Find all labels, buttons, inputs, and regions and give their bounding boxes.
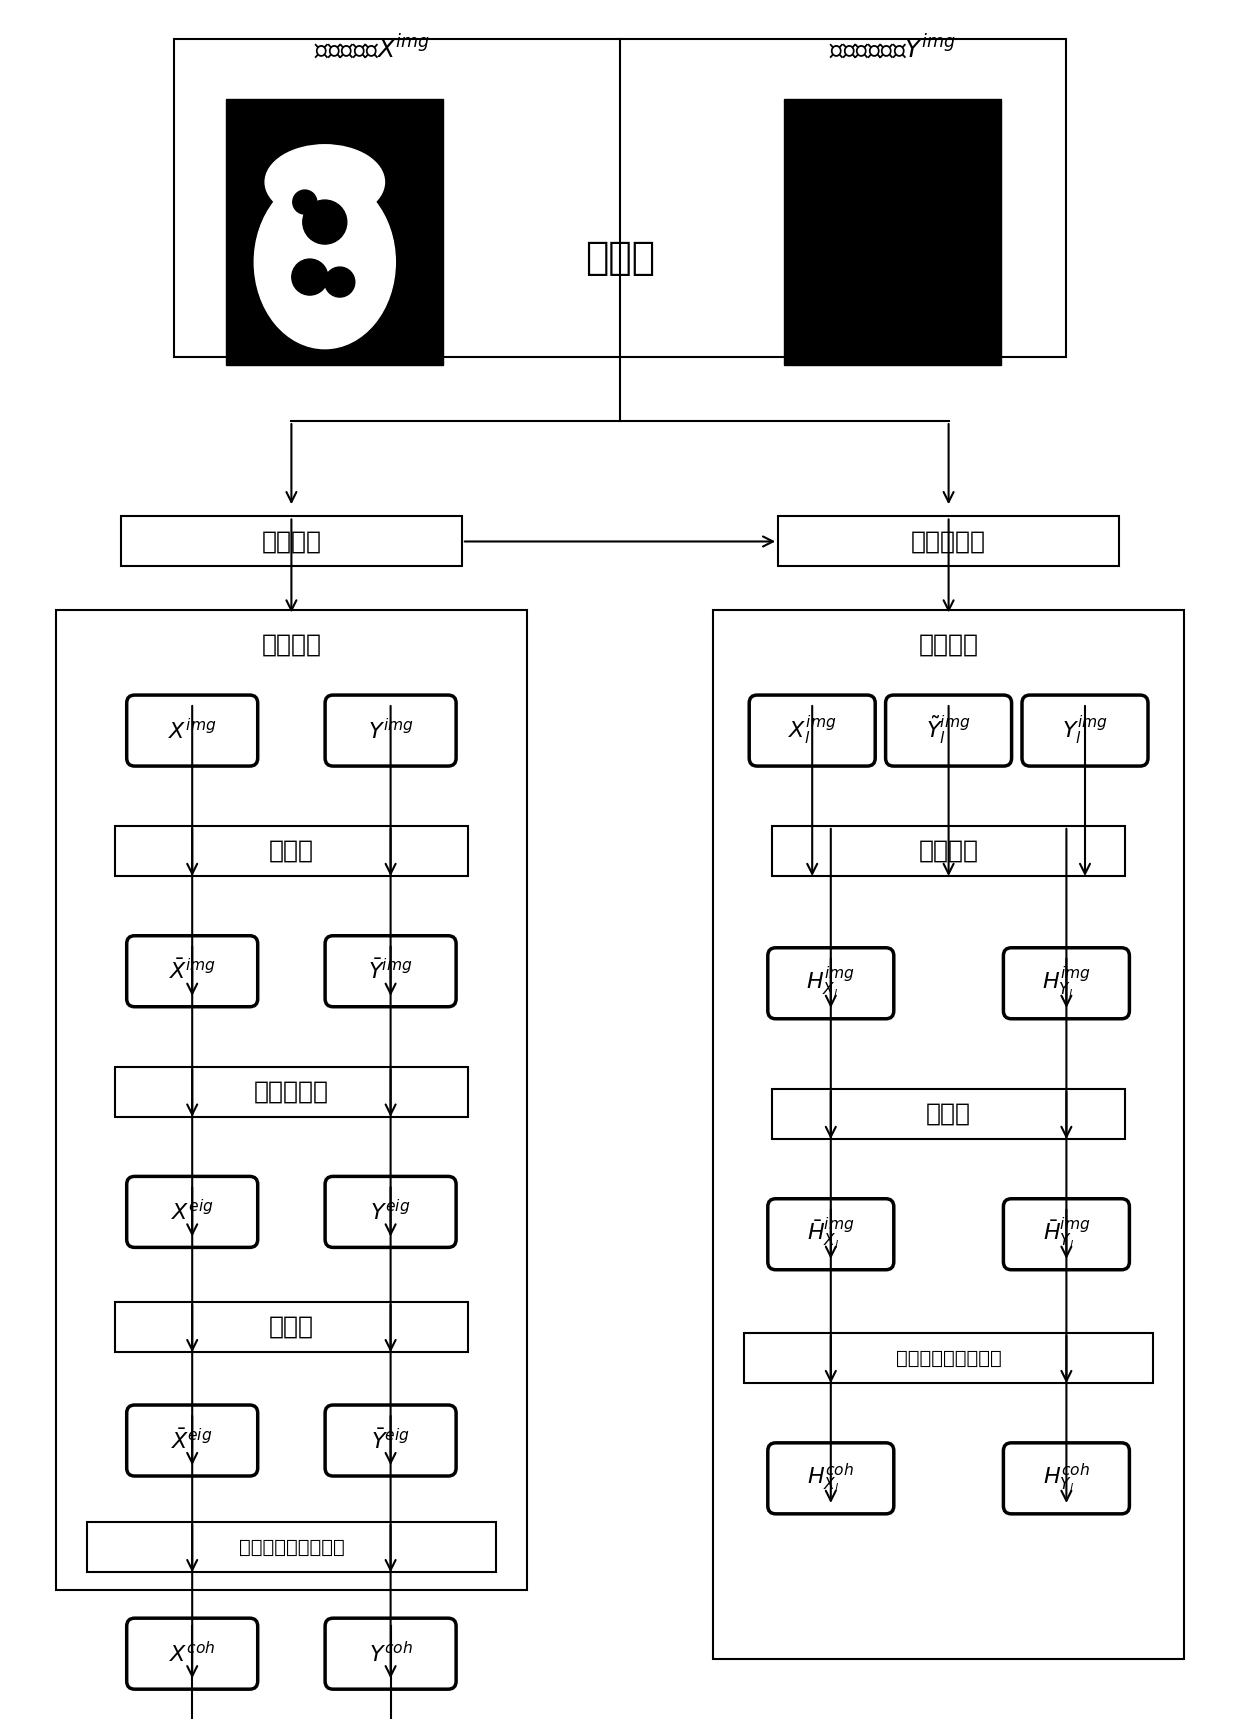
- Text: $H_{X_l}^{img}$: $H_{X_l}^{img}$: [806, 966, 856, 1000]
- Text: $\bar{Y}^{img}$: $\bar{Y}^{img}$: [368, 959, 413, 983]
- FancyBboxPatch shape: [126, 935, 258, 1007]
- FancyBboxPatch shape: [114, 1066, 467, 1117]
- FancyBboxPatch shape: [771, 825, 1126, 877]
- FancyBboxPatch shape: [1003, 1442, 1130, 1514]
- Circle shape: [291, 260, 327, 296]
- FancyBboxPatch shape: [768, 1198, 894, 1270]
- Text: 中心化: 中心化: [269, 839, 314, 863]
- Text: $X_l^{img}$: $X_l^{img}$: [787, 713, 837, 748]
- Text: $Y_l^{img}$: $Y_l^{img}$: [1063, 713, 1107, 748]
- FancyBboxPatch shape: [56, 610, 527, 1590]
- FancyBboxPatch shape: [114, 825, 467, 877]
- FancyBboxPatch shape: [226, 98, 444, 366]
- FancyBboxPatch shape: [325, 1618, 456, 1690]
- FancyBboxPatch shape: [126, 1618, 258, 1690]
- FancyBboxPatch shape: [174, 40, 1066, 358]
- Text: 核稀疏典型相关分析: 核稀疏典型相关分析: [238, 1537, 345, 1557]
- FancyBboxPatch shape: [713, 610, 1184, 1659]
- FancyBboxPatch shape: [784, 98, 1002, 366]
- Text: 数据集: 数据集: [585, 239, 655, 277]
- FancyBboxPatch shape: [87, 1521, 496, 1573]
- FancyBboxPatch shape: [120, 516, 461, 567]
- Text: 中心化: 中心化: [269, 1315, 314, 1339]
- Text: 可见光谱数据$Y^{img}$: 可见光谱数据$Y^{img}$: [830, 34, 956, 62]
- Text: $X^{img}$: $X^{img}$: [167, 719, 217, 743]
- Text: $H_{Y_l}^{img}$: $H_{Y_l}^{img}$: [1042, 966, 1091, 1000]
- Ellipse shape: [265, 144, 384, 220]
- Text: $\bar{H}_{Y_l}^{img}$: $\bar{H}_{Y_l}^{img}$: [1043, 1217, 1090, 1251]
- Text: $\bar{X}^{eig}$: $\bar{X}^{eig}$: [171, 1428, 213, 1453]
- Text: 全局图像: 全局图像: [262, 529, 321, 554]
- Text: 全局重建: 全局重建: [262, 633, 321, 657]
- FancyBboxPatch shape: [1003, 1198, 1130, 1270]
- Text: $\bar{Y}^{eig}$: $\bar{Y}^{eig}$: [371, 1428, 410, 1453]
- Text: $H_{X_l}^{coh}$: $H_{X_l}^{coh}$: [807, 1461, 854, 1496]
- FancyBboxPatch shape: [779, 516, 1118, 567]
- FancyBboxPatch shape: [126, 694, 258, 767]
- FancyBboxPatch shape: [325, 1404, 456, 1477]
- FancyBboxPatch shape: [885, 694, 1012, 767]
- Text: 热光谱数据$X^{img}$: 热光谱数据$X^{img}$: [314, 34, 430, 62]
- Circle shape: [325, 266, 355, 297]
- Text: $\bar{H}_{X_l}^{img}$: $\bar{H}_{X_l}^{img}$: [807, 1217, 854, 1251]
- FancyBboxPatch shape: [126, 1176, 258, 1248]
- Text: $Y^{eig}$: $Y^{eig}$: [371, 1200, 410, 1224]
- FancyBboxPatch shape: [1022, 694, 1148, 767]
- Circle shape: [303, 199, 347, 244]
- FancyBboxPatch shape: [768, 947, 894, 1019]
- Text: $Y^{img}$: $Y^{img}$: [368, 719, 413, 743]
- Circle shape: [293, 191, 316, 215]
- FancyBboxPatch shape: [114, 1301, 467, 1353]
- Text: 计算残差: 计算残差: [919, 839, 978, 863]
- FancyBboxPatch shape: [325, 694, 456, 767]
- Text: 局部图像块: 局部图像块: [911, 529, 986, 554]
- FancyBboxPatch shape: [771, 1088, 1126, 1140]
- Text: $H_{Y_l}^{coh}$: $H_{Y_l}^{coh}$: [1043, 1461, 1090, 1496]
- FancyBboxPatch shape: [325, 935, 456, 1007]
- Text: $X^{coh}$: $X^{coh}$: [169, 1642, 216, 1666]
- FancyBboxPatch shape: [325, 1176, 456, 1248]
- Text: $\tilde{Y}_l^{img}$: $\tilde{Y}_l^{img}$: [926, 713, 971, 748]
- Text: $Y^{coh}$: $Y^{coh}$: [368, 1642, 413, 1666]
- Text: 核稀疏典型相关分析: 核稀疏典型相关分析: [895, 1348, 1002, 1368]
- FancyBboxPatch shape: [126, 1404, 258, 1477]
- Text: $X^{eig}$: $X^{eig}$: [171, 1200, 213, 1224]
- FancyBboxPatch shape: [744, 1332, 1153, 1384]
- FancyBboxPatch shape: [1003, 947, 1130, 1019]
- FancyBboxPatch shape: [749, 694, 875, 767]
- Text: $\bar{X}^{img}$: $\bar{X}^{img}$: [169, 959, 216, 983]
- FancyBboxPatch shape: [768, 1442, 894, 1514]
- Ellipse shape: [254, 175, 396, 349]
- Text: 中心化: 中心化: [926, 1102, 971, 1126]
- Text: 主分量分析: 主分量分析: [254, 1080, 329, 1104]
- Text: 局部细化: 局部细化: [919, 633, 978, 657]
